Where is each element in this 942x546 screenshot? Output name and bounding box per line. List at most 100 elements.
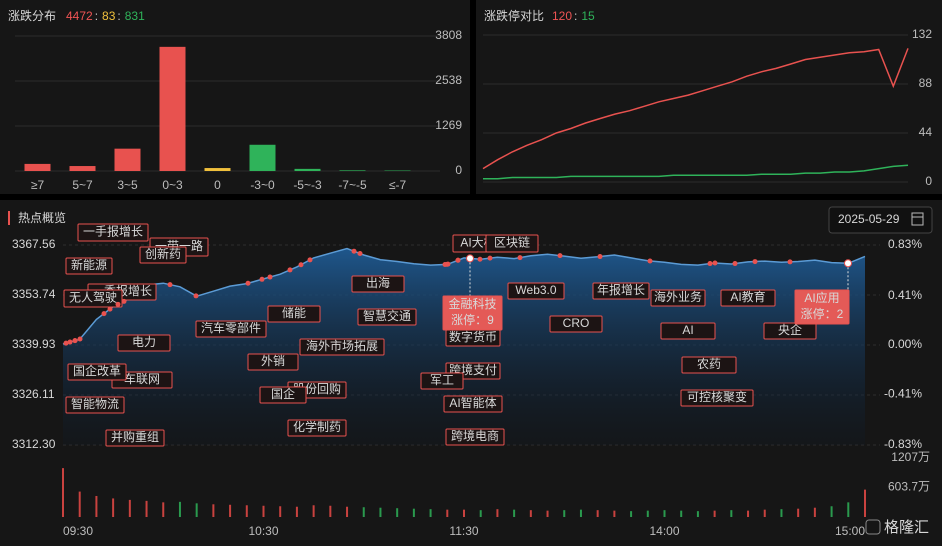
annotation-dot bbox=[193, 293, 199, 299]
annotation-box bbox=[485, 234, 539, 253]
annotation-box bbox=[443, 395, 503, 413]
annotation: 外销 bbox=[247, 353, 299, 371]
annotation-box bbox=[794, 289, 850, 325]
annotation-dot bbox=[357, 251, 363, 257]
y-tick-label: 3326.11 bbox=[12, 387, 55, 401]
volume-bar bbox=[496, 509, 499, 517]
annotation-dot bbox=[167, 282, 173, 288]
x-tick-label: 5~7 bbox=[72, 178, 93, 192]
annotation-box bbox=[680, 389, 754, 407]
annotation-box bbox=[660, 322, 716, 340]
x-tick-label: ≥7 bbox=[31, 178, 45, 192]
volume-bar bbox=[763, 509, 766, 517]
panel bbox=[476, 0, 942, 194]
annotation-box bbox=[681, 356, 737, 374]
annotation-dot bbox=[455, 257, 461, 263]
annotation-box bbox=[139, 246, 187, 264]
annotation: 海外业务 bbox=[650, 289, 706, 307]
annotation: 新能源 bbox=[65, 257, 113, 275]
annotation-text: 化学制药 bbox=[293, 419, 341, 434]
x-tick-label: 11:30 bbox=[449, 524, 478, 538]
volume-bar bbox=[262, 505, 265, 517]
annotation-dot bbox=[77, 336, 83, 342]
volume-bar bbox=[646, 510, 649, 517]
volume-bar bbox=[730, 510, 733, 517]
x-tick-label: 0 bbox=[214, 178, 221, 192]
y-tick-label: 3353.74 bbox=[12, 287, 56, 301]
volume-bar bbox=[713, 510, 716, 517]
y2-tick-label: -0.83% bbox=[884, 437, 922, 451]
annotation-text: 无人驾驶 bbox=[69, 290, 117, 305]
annotation-dot bbox=[101, 311, 107, 317]
annotation-text: 区块链 bbox=[494, 235, 530, 250]
volume-bar bbox=[312, 505, 315, 517]
y-tick-label: 1269 bbox=[435, 118, 462, 132]
y-tick-label: 3312.30 bbox=[12, 437, 56, 451]
summary-value: 831 bbox=[125, 9, 145, 23]
annotation-box bbox=[763, 322, 817, 340]
x-tick-label: 3~5 bbox=[117, 178, 138, 192]
annotation-dot bbox=[844, 259, 852, 268]
annotation-box bbox=[247, 353, 299, 371]
annotation-dot bbox=[67, 339, 73, 345]
annotation-dot bbox=[267, 274, 273, 280]
volume-bar bbox=[446, 509, 449, 517]
date: 2025-05-29 bbox=[838, 212, 900, 226]
y-tick-label: 3339.93 bbox=[12, 337, 56, 351]
annotation: 区块链 bbox=[485, 234, 539, 253]
annotation-box bbox=[650, 289, 706, 307]
date-picker[interactable] bbox=[828, 206, 933, 234]
calendar-icon bbox=[911, 212, 924, 226]
annotation-box bbox=[195, 320, 267, 338]
annotation: 国企 bbox=[259, 386, 307, 404]
annotation-box bbox=[357, 308, 417, 326]
y-tick-label: 132 bbox=[912, 27, 932, 41]
volume-bar bbox=[429, 509, 432, 517]
bar bbox=[339, 170, 366, 171]
x-tick-label: -7~-5 bbox=[338, 178, 367, 192]
annotation-dot bbox=[647, 258, 653, 264]
volume-bar bbox=[579, 509, 582, 517]
panel-title: 热点概览 bbox=[18, 210, 66, 225]
volume-bar bbox=[245, 505, 248, 517]
annotation-box bbox=[507, 282, 565, 300]
annotation-dot bbox=[307, 257, 313, 263]
annotation: 电力 bbox=[117, 334, 171, 352]
annotation: 无人驾驶 bbox=[63, 289, 123, 308]
summary-value: 120 bbox=[552, 9, 572, 23]
annotation: 海外市场拓展 bbox=[299, 338, 385, 356]
logo-icon bbox=[865, 519, 881, 535]
volume-bar bbox=[813, 507, 816, 517]
annotation: 化学制药 bbox=[287, 419, 347, 437]
annotation-text: 农药 bbox=[697, 357, 721, 371]
y-tick-label: 0 bbox=[455, 163, 462, 177]
volume-bar bbox=[463, 509, 465, 517]
x-tick-label: 09:30 bbox=[63, 524, 93, 538]
annotation: 年报增长 bbox=[592, 282, 650, 300]
annotation-dot bbox=[287, 267, 293, 273]
annotation: 并购重组 bbox=[105, 429, 165, 447]
annotation-text: AI智能体 bbox=[449, 395, 496, 410]
panel-title: 涨跌停对比 bbox=[484, 8, 544, 23]
annotation: Web3.0 bbox=[507, 282, 565, 300]
volume-bar bbox=[546, 510, 549, 517]
x-tick-label: -5~-3 bbox=[293, 178, 322, 192]
annotation-box bbox=[445, 329, 501, 347]
annotation-text: 金融科技 bbox=[448, 296, 496, 311]
volume-bar bbox=[747, 510, 750, 517]
annotation-text: 年报增长 bbox=[597, 282, 645, 297]
annotation-box bbox=[65, 257, 113, 275]
annotation-box bbox=[592, 282, 650, 300]
annotation-box bbox=[299, 338, 385, 356]
volume-bar bbox=[630, 511, 633, 517]
annotation: 创新药 bbox=[139, 246, 187, 264]
y-tick-label: 3367.56 bbox=[12, 237, 56, 251]
annotation-text: 智能物流 bbox=[71, 396, 119, 411]
annotation-box bbox=[351, 275, 405, 293]
volume-bar bbox=[62, 468, 64, 517]
annotation-dot bbox=[732, 261, 738, 267]
bar bbox=[249, 144, 276, 171]
